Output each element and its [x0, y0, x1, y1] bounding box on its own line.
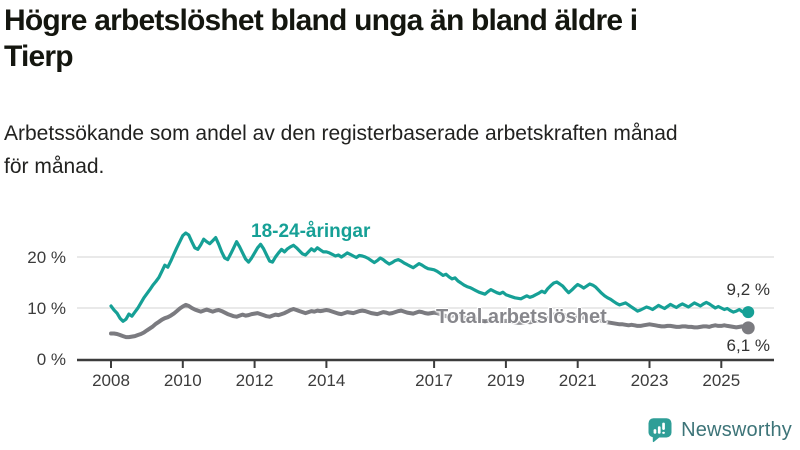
- x-tick-label: 2023: [631, 371, 669, 390]
- chart-subtitle: Arbetssökande som andel av den registerb…: [4, 117, 784, 183]
- x-tick-label: 2019: [487, 371, 525, 390]
- y-tick-label: 0 %: [37, 350, 66, 369]
- subtitle-line-1: Arbetssökande som andel av den registerb…: [4, 122, 678, 145]
- x-tick-label: 2010: [164, 371, 202, 390]
- x-tick-label: 2014: [307, 371, 345, 390]
- subtitle-line-2: för månad.: [4, 155, 105, 178]
- title-line-2: Tierp: [4, 40, 74, 73]
- x-tick-label: 2008: [92, 371, 130, 390]
- end-value-youth: 9,2 %: [726, 280, 770, 299]
- youth-line: [109, 231, 750, 323]
- end-value-total: 6,1 %: [726, 336, 770, 355]
- end-dot-total: [741, 321, 755, 335]
- total-line: [109, 302, 751, 340]
- newsworthy-logo-icon: [648, 418, 672, 443]
- x-tick-label: 2017: [415, 371, 453, 390]
- y-tick-label: 10 %: [27, 299, 66, 318]
- page-title: Högre arbetslöshet bland unga än bland ä…: [4, 3, 796, 75]
- series-label-youth: 18-24-åringar: [251, 221, 371, 242]
- title-line-1: Högre arbetslöshet bland unga än bland ä…: [4, 4, 638, 37]
- x-tick-label: 2021: [559, 371, 597, 390]
- x-tick-label: 2012: [236, 371, 274, 390]
- series-label-total: Total arbetslöshet: [436, 306, 607, 328]
- newsworthy-logo-text: Newsworthy: [681, 418, 792, 441]
- x-tick-label: 2025: [702, 371, 740, 390]
- y-tick-label: 20 %: [27, 248, 66, 267]
- newsworthy-logo[interactable]: Newsworthy: [647, 417, 792, 443]
- end-dot-youth: [742, 306, 755, 319]
